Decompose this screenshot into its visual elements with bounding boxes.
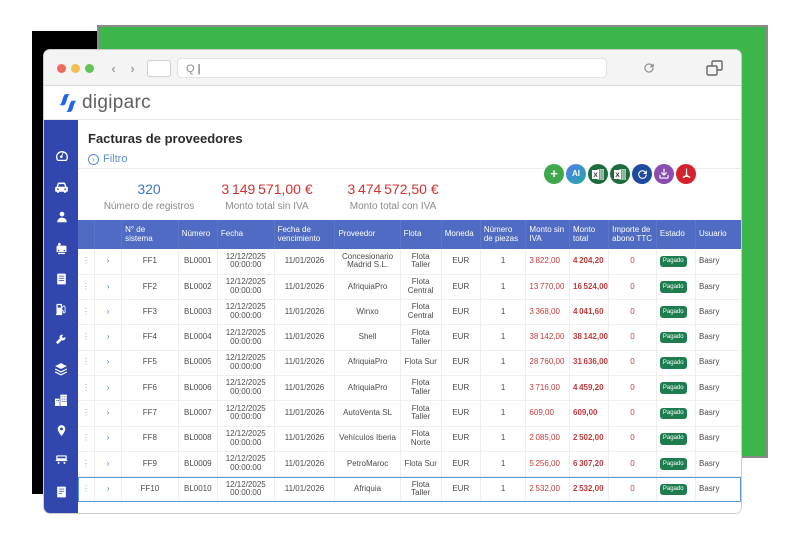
svg-text:X: X (593, 171, 598, 178)
svg-text:X: X (615, 171, 620, 178)
